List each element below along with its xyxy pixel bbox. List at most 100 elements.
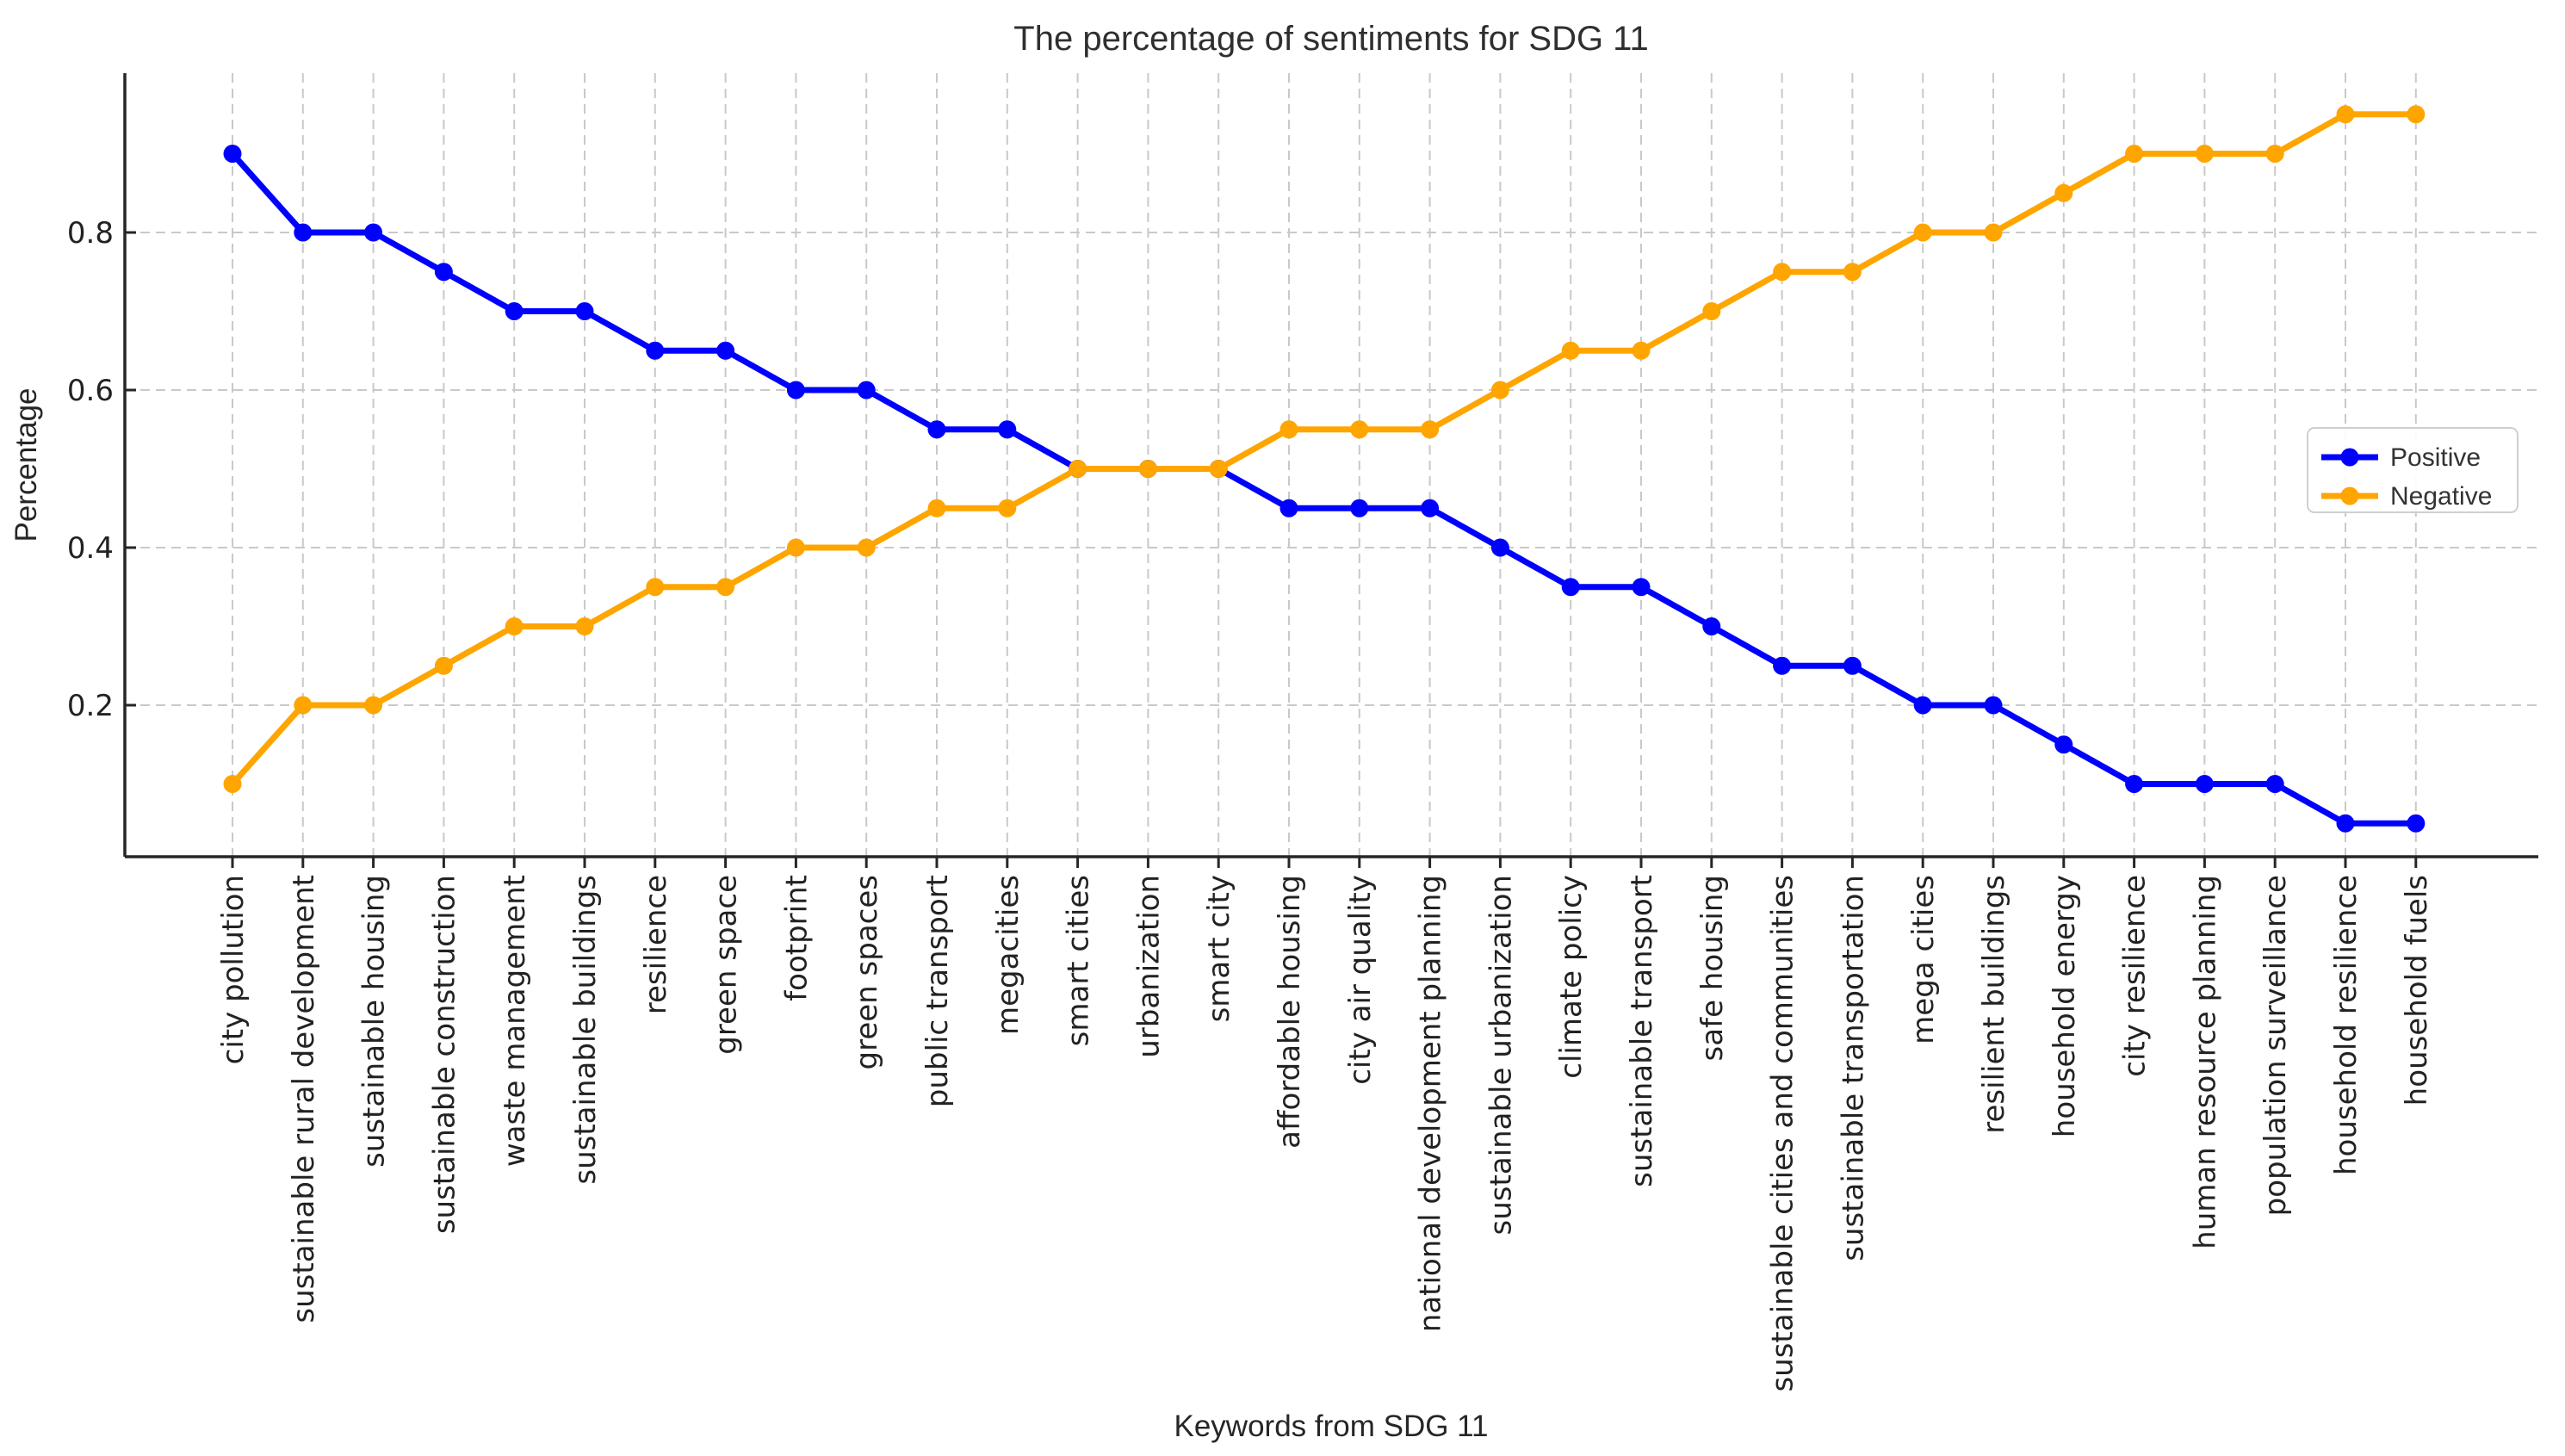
data-series	[223, 105, 2426, 833]
x-tick-label: climate policy	[1554, 875, 1589, 1079]
x-tick-label: smart city	[1202, 875, 1236, 1022]
legend-positive-marker-icon	[2340, 448, 2359, 467]
x-tick-label: city air quality	[1343, 875, 1378, 1085]
x-tick-label: green space	[709, 875, 744, 1055]
data-point-negative	[1138, 460, 1157, 478]
data-point-positive	[364, 223, 383, 242]
data-point-negative	[786, 538, 805, 557]
data-point-positive	[716, 341, 735, 360]
data-point-positive	[1350, 499, 1369, 517]
data-point-negative	[2336, 105, 2355, 124]
x-tick-label: public transport	[920, 875, 955, 1107]
legend-box	[2307, 427, 2519, 513]
series-line-negative	[229, 111, 2419, 787]
data-point-negative	[716, 578, 735, 597]
data-point-positive	[927, 420, 946, 439]
data-point-positive	[294, 223, 313, 242]
x-tick-label: city resilience	[2118, 875, 2153, 1077]
x-tick-label: household resilience	[2329, 875, 2364, 1175]
x-tick-label: sustainable cities and communities	[1766, 875, 1800, 1392]
data-point-negative	[1913, 223, 1932, 242]
data-point-negative	[857, 538, 876, 557]
data-point-negative	[2265, 145, 2284, 163]
data-point-negative	[364, 696, 383, 715]
data-point-positive	[1843, 656, 1862, 675]
x-tick-label: megacities	[991, 875, 1025, 1035]
x-tick-label: population surveillance	[2258, 875, 2293, 1216]
x-tick-label: sustainable transport	[1625, 875, 1659, 1187]
legend-positive-label: Positive	[2390, 443, 2481, 472]
data-point-negative	[1490, 381, 1509, 400]
x-tick-label: household fuels	[2400, 875, 2434, 1106]
data-point-positive	[2195, 775, 2214, 793]
data-point-negative	[1421, 420, 1440, 439]
data-point-positive	[1490, 538, 1509, 557]
series-line-positive	[229, 151, 2419, 827]
y-tick-label: 0.8	[67, 216, 114, 251]
data-point-negative	[1350, 420, 1369, 439]
data-point-negative	[1632, 341, 1651, 360]
y-tick-label: 0.6	[67, 374, 114, 408]
data-point-negative	[998, 499, 1017, 517]
data-point-negative	[2195, 145, 2214, 163]
x-tick-label: waste management	[498, 875, 532, 1167]
data-point-positive	[1421, 499, 1440, 517]
x-tick-label: sustainable urbanization	[1484, 875, 1518, 1235]
data-point-negative	[1984, 223, 2003, 242]
x-tick-label: urbanization	[1131, 875, 1166, 1058]
data-point-negative	[1702, 302, 1721, 320]
x-tick-label: footprint	[779, 875, 814, 1001]
data-point-positive	[786, 381, 805, 400]
x-tick-label: smart cities	[1062, 875, 1096, 1046]
data-point-negative	[505, 617, 524, 635]
x-tick-label: national development planning	[1414, 875, 1448, 1332]
data-point-negative	[2125, 145, 2144, 163]
data-point-negative	[1069, 460, 1087, 478]
data-point-negative	[2054, 183, 2073, 202]
data-point-positive	[575, 302, 594, 320]
x-tick-label: city pollution	[216, 875, 251, 1064]
y-tick-label: 0.4	[67, 531, 114, 566]
data-point-positive	[1561, 578, 1580, 597]
x-tick-label: affordable housing	[1273, 875, 1307, 1149]
data-point-negative	[646, 578, 665, 597]
axes	[123, 73, 2538, 868]
x-axis-label: Keywords from SDG 11	[1174, 1410, 1488, 1443]
x-tick-label: human resource planning	[2188, 875, 2222, 1249]
data-point-positive	[2125, 775, 2144, 793]
legend-negative-label: Negative	[2390, 482, 2492, 511]
x-tick-label: sustainable construction	[427, 875, 462, 1234]
x-tick-label: safe housing	[1695, 875, 1730, 1061]
data-point-positive	[434, 263, 453, 282]
data-point-negative	[1209, 460, 1228, 478]
data-point-positive	[2336, 814, 2355, 833]
x-tick-label: sustainable transportation	[1836, 875, 1870, 1261]
x-tick-label: resilience	[639, 875, 673, 1014]
data-point-positive	[1984, 696, 2003, 715]
x-tick-label: green spaces	[850, 875, 884, 1069]
data-point-positive	[998, 420, 1017, 439]
data-point-negative	[2407, 105, 2426, 124]
tick-labels: 0.2 0.4 0.6 0.8 city pollution sustainable ru…	[67, 216, 2434, 1392]
x-tick-label: household energy	[2048, 875, 2082, 1137]
x-tick-label: mega cities	[1906, 875, 1941, 1044]
data-point-negative	[223, 775, 242, 793]
data-point-negative	[1279, 420, 1298, 439]
data-point-positive	[223, 145, 242, 163]
legend-negative-marker-icon	[2340, 486, 2359, 505]
data-point-negative	[575, 617, 594, 635]
y-axis-label: Percentage	[9, 387, 43, 542]
data-point-negative	[1843, 263, 1862, 282]
data-point-negative	[294, 696, 313, 715]
data-point-positive	[1773, 656, 1792, 675]
x-tick-label: resilient buildings	[1977, 875, 2011, 1134]
data-point-negative	[1561, 341, 1580, 360]
x-tick-label: sustainable housing	[357, 875, 392, 1168]
data-point-negative	[1773, 263, 1792, 282]
x-tick-label: sustainable rural development	[287, 875, 321, 1323]
data-point-positive	[1913, 696, 1932, 715]
data-point-negative	[434, 656, 453, 675]
legend: Positive Negative	[2307, 427, 2519, 513]
